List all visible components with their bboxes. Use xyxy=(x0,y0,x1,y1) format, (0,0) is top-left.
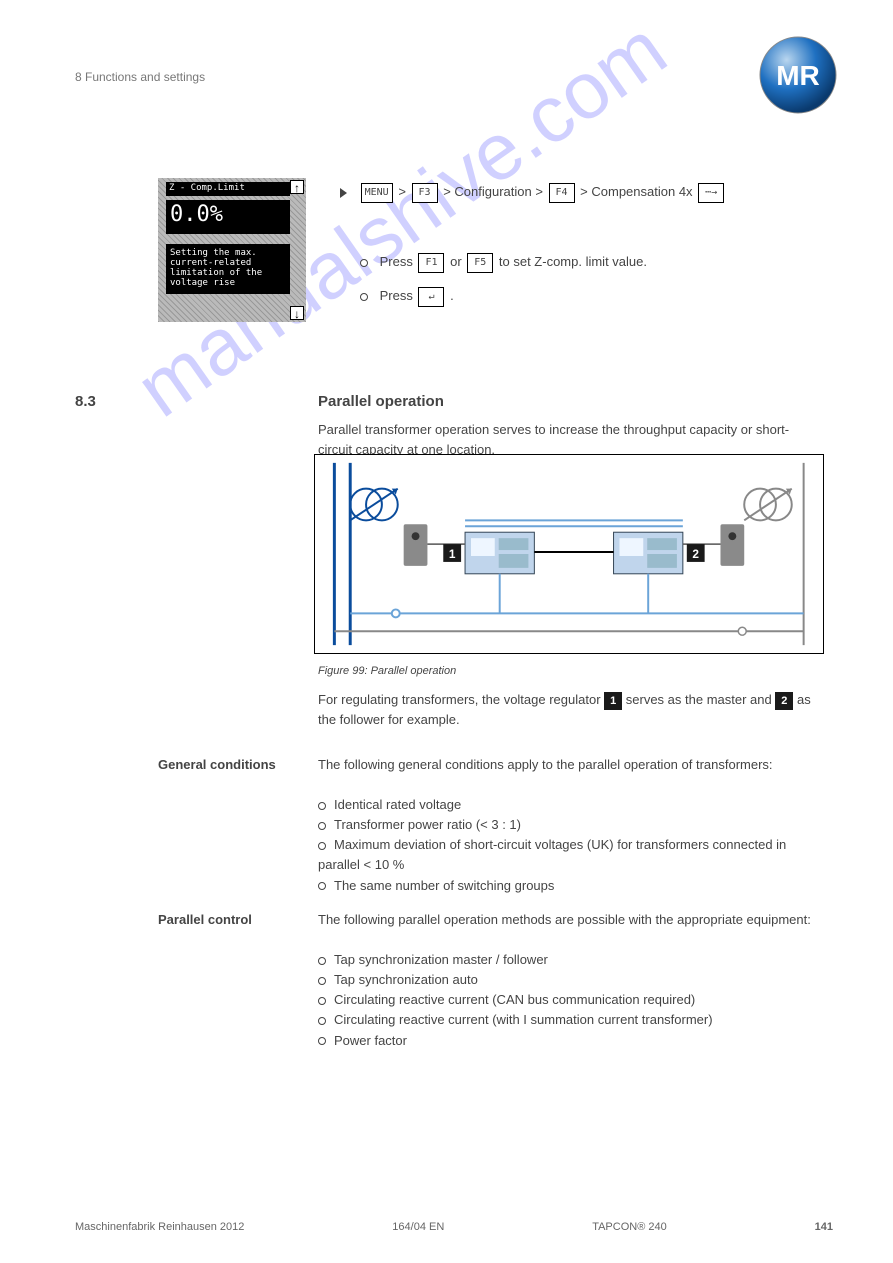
menu-key: MENU xyxy=(361,183,393,203)
lcd-value: 0.0% xyxy=(166,200,290,234)
lcd-note: Setting the max. current-related limitat… xyxy=(166,244,290,294)
paracontrol-list: Tap synchronization master / follower Ta… xyxy=(318,950,818,1051)
footer-mid: 164/04 EN xyxy=(392,1221,444,1233)
figure-caption: Figure 99: Parallel operation xyxy=(318,663,456,680)
enter-key: ↵ xyxy=(418,287,444,307)
paracontrol-heading: Parallel control xyxy=(158,910,252,930)
conditions-intro: The following general conditions apply t… xyxy=(318,755,818,775)
f1-key: F1 xyxy=(418,253,444,273)
lcd-title: Z - Comp.Limit xyxy=(166,182,290,196)
conditions-heading: General conditions xyxy=(158,755,276,775)
label-1-inline: 1 xyxy=(604,692,622,710)
arrow-up-icon: ↑ xyxy=(290,180,304,194)
page: { "header": { "section": "8 Functions an… xyxy=(0,0,893,1263)
svg-text:MR: MR xyxy=(776,60,820,91)
lcd-display: Z - Comp.Limit 0.0% Setting the max. cur… xyxy=(158,178,306,322)
section-number: 8.3 xyxy=(75,390,96,413)
footer: Maschinenfabrik Reinhausen 2012 164/04 E… xyxy=(75,1221,833,1233)
f5-key: F5 xyxy=(467,253,493,273)
conditions-list: Identical rated voltage Transformer powe… xyxy=(318,795,818,896)
instruction-line-2: Press F1 or F5 to set Z-comp. limit valu… xyxy=(360,252,790,273)
section-title: Parallel operation xyxy=(318,390,444,413)
f4-key: F4 xyxy=(549,183,575,203)
svg-text:2: 2 xyxy=(692,547,699,561)
mr-logo: MR xyxy=(758,35,838,115)
footer-left: Maschinenfabrik Reinhausen 2012 xyxy=(75,1221,244,1233)
footer-right: TAPCON® 240 xyxy=(592,1221,667,1233)
instruction-line-1: MENU > F3 > Configuration > F4 > Compens… xyxy=(340,182,780,203)
instruction-line-3: Press ↵ . xyxy=(360,286,790,307)
parallel-paragraph: For regulating transformers, the voltage… xyxy=(318,690,828,730)
footer-page: 141 xyxy=(815,1221,833,1233)
f3-key: F3 xyxy=(412,183,438,203)
label-2-inline: 2 xyxy=(775,692,793,710)
svg-text:1: 1 xyxy=(449,547,456,561)
parallel-diagram: 1 2 xyxy=(314,454,824,654)
header-section: 8 Functions and settings xyxy=(75,70,205,84)
paracontrol-intro: The following parallel operation methods… xyxy=(318,910,818,930)
arrow-down-icon: ↓ xyxy=(290,306,304,320)
next-key: ⋯→ xyxy=(698,183,724,203)
